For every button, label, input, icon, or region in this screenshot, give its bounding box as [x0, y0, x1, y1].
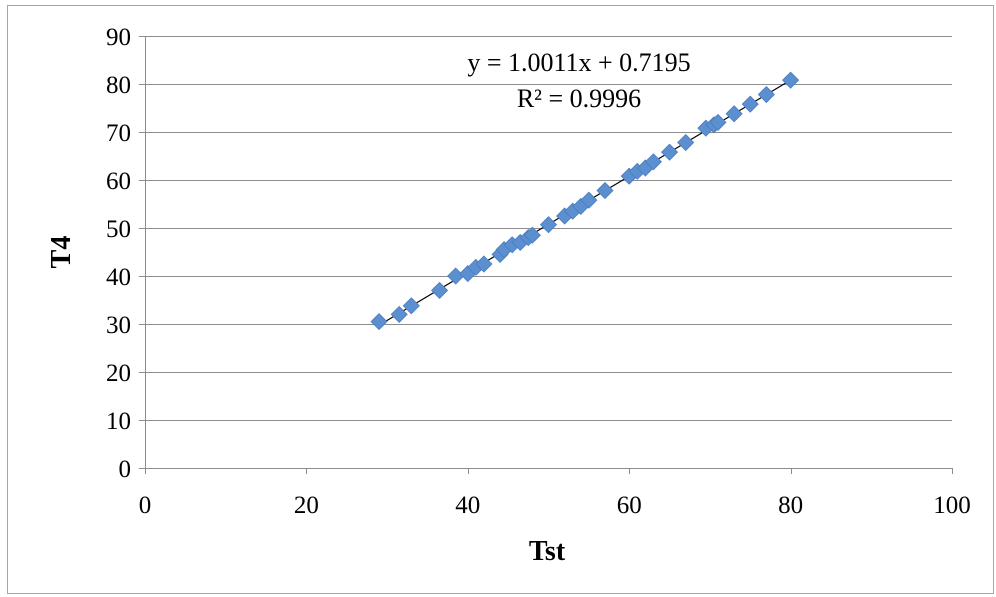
data-point	[660, 143, 679, 161]
y-axis-label: T4	[46, 236, 77, 269]
y-tick-label: 20	[106, 360, 131, 387]
x-tick-label: 40	[455, 492, 480, 519]
data-point	[390, 305, 408, 323]
data-point	[370, 313, 388, 331]
y-tick-label: 30	[106, 312, 131, 339]
data-points	[370, 71, 800, 331]
y-tick-label: 80	[106, 72, 131, 99]
axes	[139, 36, 953, 474]
data-point	[725, 105, 743, 123]
x-tick-label: 80	[778, 492, 803, 519]
data-point	[447, 267, 465, 285]
data-point	[757, 85, 775, 104]
y-tick-label: 50	[106, 216, 131, 243]
data-point	[580, 191, 598, 209]
y-tick-label: 40	[106, 264, 131, 291]
data-point	[430, 281, 449, 299]
data-point	[741, 95, 759, 113]
data-point	[644, 153, 662, 171]
data-point	[402, 297, 420, 315]
data-point	[596, 181, 614, 200]
x-tick-label: 60	[617, 492, 642, 519]
y-tick-label: 70	[106, 120, 131, 147]
y-tick-label: 10	[106, 408, 131, 435]
trendline-equation: y = 1.0011x + 0.7195	[467, 48, 690, 77]
y-tick-label: 0	[119, 456, 132, 483]
data-point	[782, 71, 800, 89]
r-squared-label: R² = 0.9996	[517, 84, 641, 113]
y-tick-label: 60	[106, 168, 131, 195]
data-point	[677, 133, 695, 152]
y-tick-label: 90	[106, 24, 131, 51]
x-tick-label: 0	[139, 492, 152, 519]
x-tick-label: 100	[933, 492, 971, 519]
data-point	[539, 216, 558, 234]
x-tick-label: 20	[294, 492, 319, 519]
chart-border	[7, 5, 994, 594]
data-point	[709, 113, 727, 131]
x-axis-label: Tst	[529, 536, 566, 567]
data-point	[523, 226, 541, 244]
data-point	[475, 255, 493, 273]
tick-labels: 0 10 20 30 40 50 60 70 80 90 0 20 40 60 80 100	[106, 24, 971, 519]
